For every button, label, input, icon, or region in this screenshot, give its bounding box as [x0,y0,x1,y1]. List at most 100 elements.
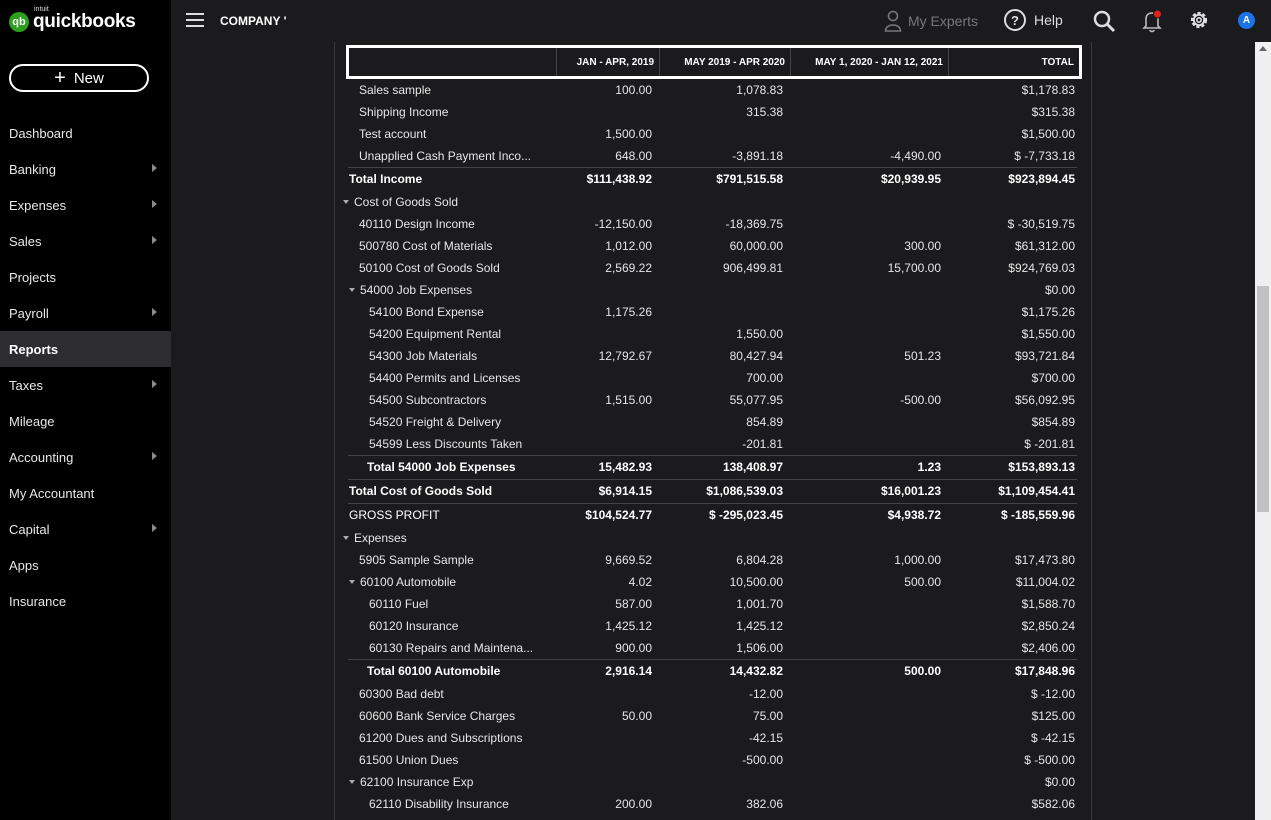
row-value-col-2[interactable]: 6,804.28 [736,553,783,567]
row-value-col-2[interactable]: 10,500.00 [729,575,783,589]
row-value-col-2[interactable]: 315.38 [746,105,783,119]
row-value-col-3[interactable]: $20,939.95 [880,172,941,186]
row-value-col-2[interactable]: -18,369.75 [725,217,783,231]
report-row[interactable]: 60130 Repairs and Maintena... 900.00 1,506… [348,637,1077,659]
row-value-col-2[interactable]: -500.00 [742,753,783,767]
sidebar-item-capital[interactable]: Capital [0,511,171,547]
report-total-row[interactable]: Total 60100 Automobile 2,916.14 14,432.82 5… [348,659,1077,683]
row-total-value[interactable]: $854.89 [1031,415,1075,429]
row-value-col-2[interactable]: $ -295,023.45 [708,508,783,522]
row-value-col-2[interactable]: $1,086,539.03 [706,484,783,498]
row-value-col-1[interactable]: 648.00 [615,149,652,163]
row-total-value[interactable]: $0.00 [1044,283,1075,297]
column-header-3[interactable]: MAY 1, 2020 - JAN 12, 2021 [790,48,948,76]
row-total-value[interactable]: $1,500.00 [1021,127,1075,141]
row-value-col-2[interactable]: -3,891.18 [732,149,783,163]
row-value-col-2[interactable]: 55,077.95 [729,393,783,407]
my-experts-button[interactable]: My Experts [884,10,978,32]
report-total-row[interactable]: Total Income $111,438.92 $791,515.58 $20,93… [348,167,1077,191]
row-value-col-2[interactable]: 382.06 [746,797,783,811]
row-value-col-1[interactable]: $6,914.15 [598,484,652,498]
row-total-value[interactable]: $315.38 [1031,105,1075,119]
report-row[interactable]: 60110 Fuel 587.00 1,001.70 $1,588.70 [348,593,1077,615]
sidebar-item-expenses[interactable]: Expenses [0,187,171,223]
report-row[interactable]: 61200 Dues and Subscriptions -42.15 $ -42.… [348,727,1077,749]
row-value-col-3[interactable]: -500.00 [900,393,941,407]
row-total-value[interactable]: $2,406.00 [1021,641,1075,655]
row-value-col-2[interactable]: $791,515.58 [716,172,783,186]
row-value-col-3[interactable]: $16,001.23 [880,484,941,498]
row-total-value[interactable]: $ -42.15 [1030,731,1075,745]
row-value-col-2[interactable]: 906,499.81 [722,261,783,275]
report-total-row[interactable]: Total 54000 Job Expenses 15,482.93 138,408… [348,455,1077,479]
report-total-row[interactable]: GROSS PROFIT $104,524.77 $ -295,023.45 $4,9… [348,503,1077,527]
report-row[interactable]: 5905 Sample Sample 9,669.52 6,804.28 1,000.… [348,549,1077,571]
report-row[interactable]: 60600 Bank Service Charges 50.00 75.00 $125… [348,705,1077,727]
sidebar-item-projects[interactable]: Projects [0,259,171,295]
row-value-col-3[interactable]: 300.00 [904,239,941,253]
row-value-col-2[interactable]: -201.81 [742,437,783,451]
sidebar-item-taxes[interactable]: Taxes [0,367,171,403]
row-value-col-3[interactable]: 15,700.00 [887,261,941,275]
row-value-col-1[interactable]: 100.00 [615,83,652,97]
row-value-col-1[interactable]: 50.00 [621,709,652,723]
row-value-col-3[interactable]: 501.23 [904,349,941,363]
row-value-col-1[interactable]: 15,482.93 [598,460,652,474]
sidebar-item-my-accountant[interactable]: My Accountant [0,475,171,511]
row-value-col-1[interactable]: 4.02 [628,575,652,589]
scroll-up-arrow-icon[interactable] [1259,46,1267,51]
row-total-value[interactable]: $1,178.83 [1021,83,1075,97]
report-row[interactable]: 54000 Job Expenses $0.00 [348,279,1077,301]
row-total-value[interactable]: $ -185,559.96 [1000,508,1075,522]
row-value-col-1[interactable]: 2,569.22 [605,261,652,275]
row-total-value[interactable]: $17,848.96 [1014,664,1075,678]
row-value-col-2[interactable]: 1,001.70 [736,597,783,611]
row-total-value[interactable]: $0.00 [1044,775,1075,789]
report-row[interactable]: 62110 Disability Insurance 200.00 382.06 $5… [348,793,1077,815]
row-value-col-3[interactable]: 500.00 [904,575,941,589]
row-total-value[interactable]: $ -7,733.18 [1014,149,1075,163]
sidebar-item-mileage[interactable]: Mileage [0,403,171,439]
search-icon[interactable] [1092,9,1116,33]
row-value-col-1[interactable]: 2,916.14 [605,664,652,678]
report-row[interactable]: 60100 Automobile 4.02 10,500.00 500.00 $11,0… [348,571,1077,593]
report-row[interactable]: 54300 Job Materials 12,792.67 80,427.94 501… [348,345,1077,367]
row-value-col-1[interactable]: 1,175.26 [605,305,652,319]
row-value-col-2[interactable]: 700.00 [746,371,783,385]
row-value-col-1[interactable]: 12,792.67 [598,349,652,363]
collapse-caret-icon[interactable] [349,580,355,584]
sidebar-item-reports[interactable]: Reports [0,331,171,367]
collapse-caret-icon[interactable] [343,200,349,204]
report-row[interactable]: 62120 Liability I...1,005.223,899.64$5,8… [348,815,1077,820]
row-total-value[interactable]: $924,769.03 [1008,261,1075,275]
sidebar-item-dashboard[interactable]: Dashboard [0,115,171,151]
row-value-col-2[interactable]: 138,408.97 [722,460,783,474]
column-header-total[interactable]: TOTAL [948,48,1079,76]
report-row[interactable]: 54599 Less Discounts Taken -201.81 $ -201.… [348,433,1077,455]
report-row[interactable]: Unapplied Cash Payment Inco... 648.00 -3,8… [348,145,1077,167]
help-button[interactable]: ? Help [1004,9,1063,31]
row-value-col-3[interactable]: 1.23 [917,460,941,474]
report-row[interactable]: 54500 Subcontractors 1,515.00 55,077.95 -50… [348,389,1077,411]
collapse-caret-icon[interactable] [343,536,349,540]
row-value-col-1[interactable]: $111,438.92 [586,172,652,186]
collapse-caret-icon[interactable] [349,288,355,292]
row-value-col-3[interactable]: -4,490.00 [890,149,941,163]
quickbooks-logo[interactable]: qb intuit quickbooks [9,6,136,35]
column-header-2[interactable]: MAY 2019 - APR 2020 [659,48,790,76]
row-total-value[interactable]: $1,588.70 [1021,597,1075,611]
row-value-col-2[interactable]: 60,000.00 [729,239,783,253]
row-value-col-2[interactable]: 1,078.83 [736,83,783,97]
row-value-col-3[interactable]: 500.00 [904,664,941,678]
collapse-caret-icon[interactable] [349,780,355,784]
report-row[interactable]: 54400 Permits and Licenses 700.00 $700.00 [348,367,1077,389]
row-total-value[interactable]: $ -201.81 [1024,437,1075,451]
row-total-value[interactable]: $ -30,519.75 [1007,217,1075,231]
row-total-value[interactable]: $582.06 [1031,797,1075,811]
hamburger-menu-icon[interactable] [186,13,204,27]
report-row[interactable]: 54520 Freight & Delivery 854.89 $854.89 [348,411,1077,433]
report-row[interactable]: 54200 Equipment Rental 1,550.00 $1,550.00 [348,323,1077,345]
row-total-value[interactable]: $153,893.13 [1008,460,1075,474]
settings-gear-icon[interactable] [1187,8,1211,32]
report-row[interactable]: 60120 Insurance 1,425.12 1,425.12 $2,850.24 [348,615,1077,637]
